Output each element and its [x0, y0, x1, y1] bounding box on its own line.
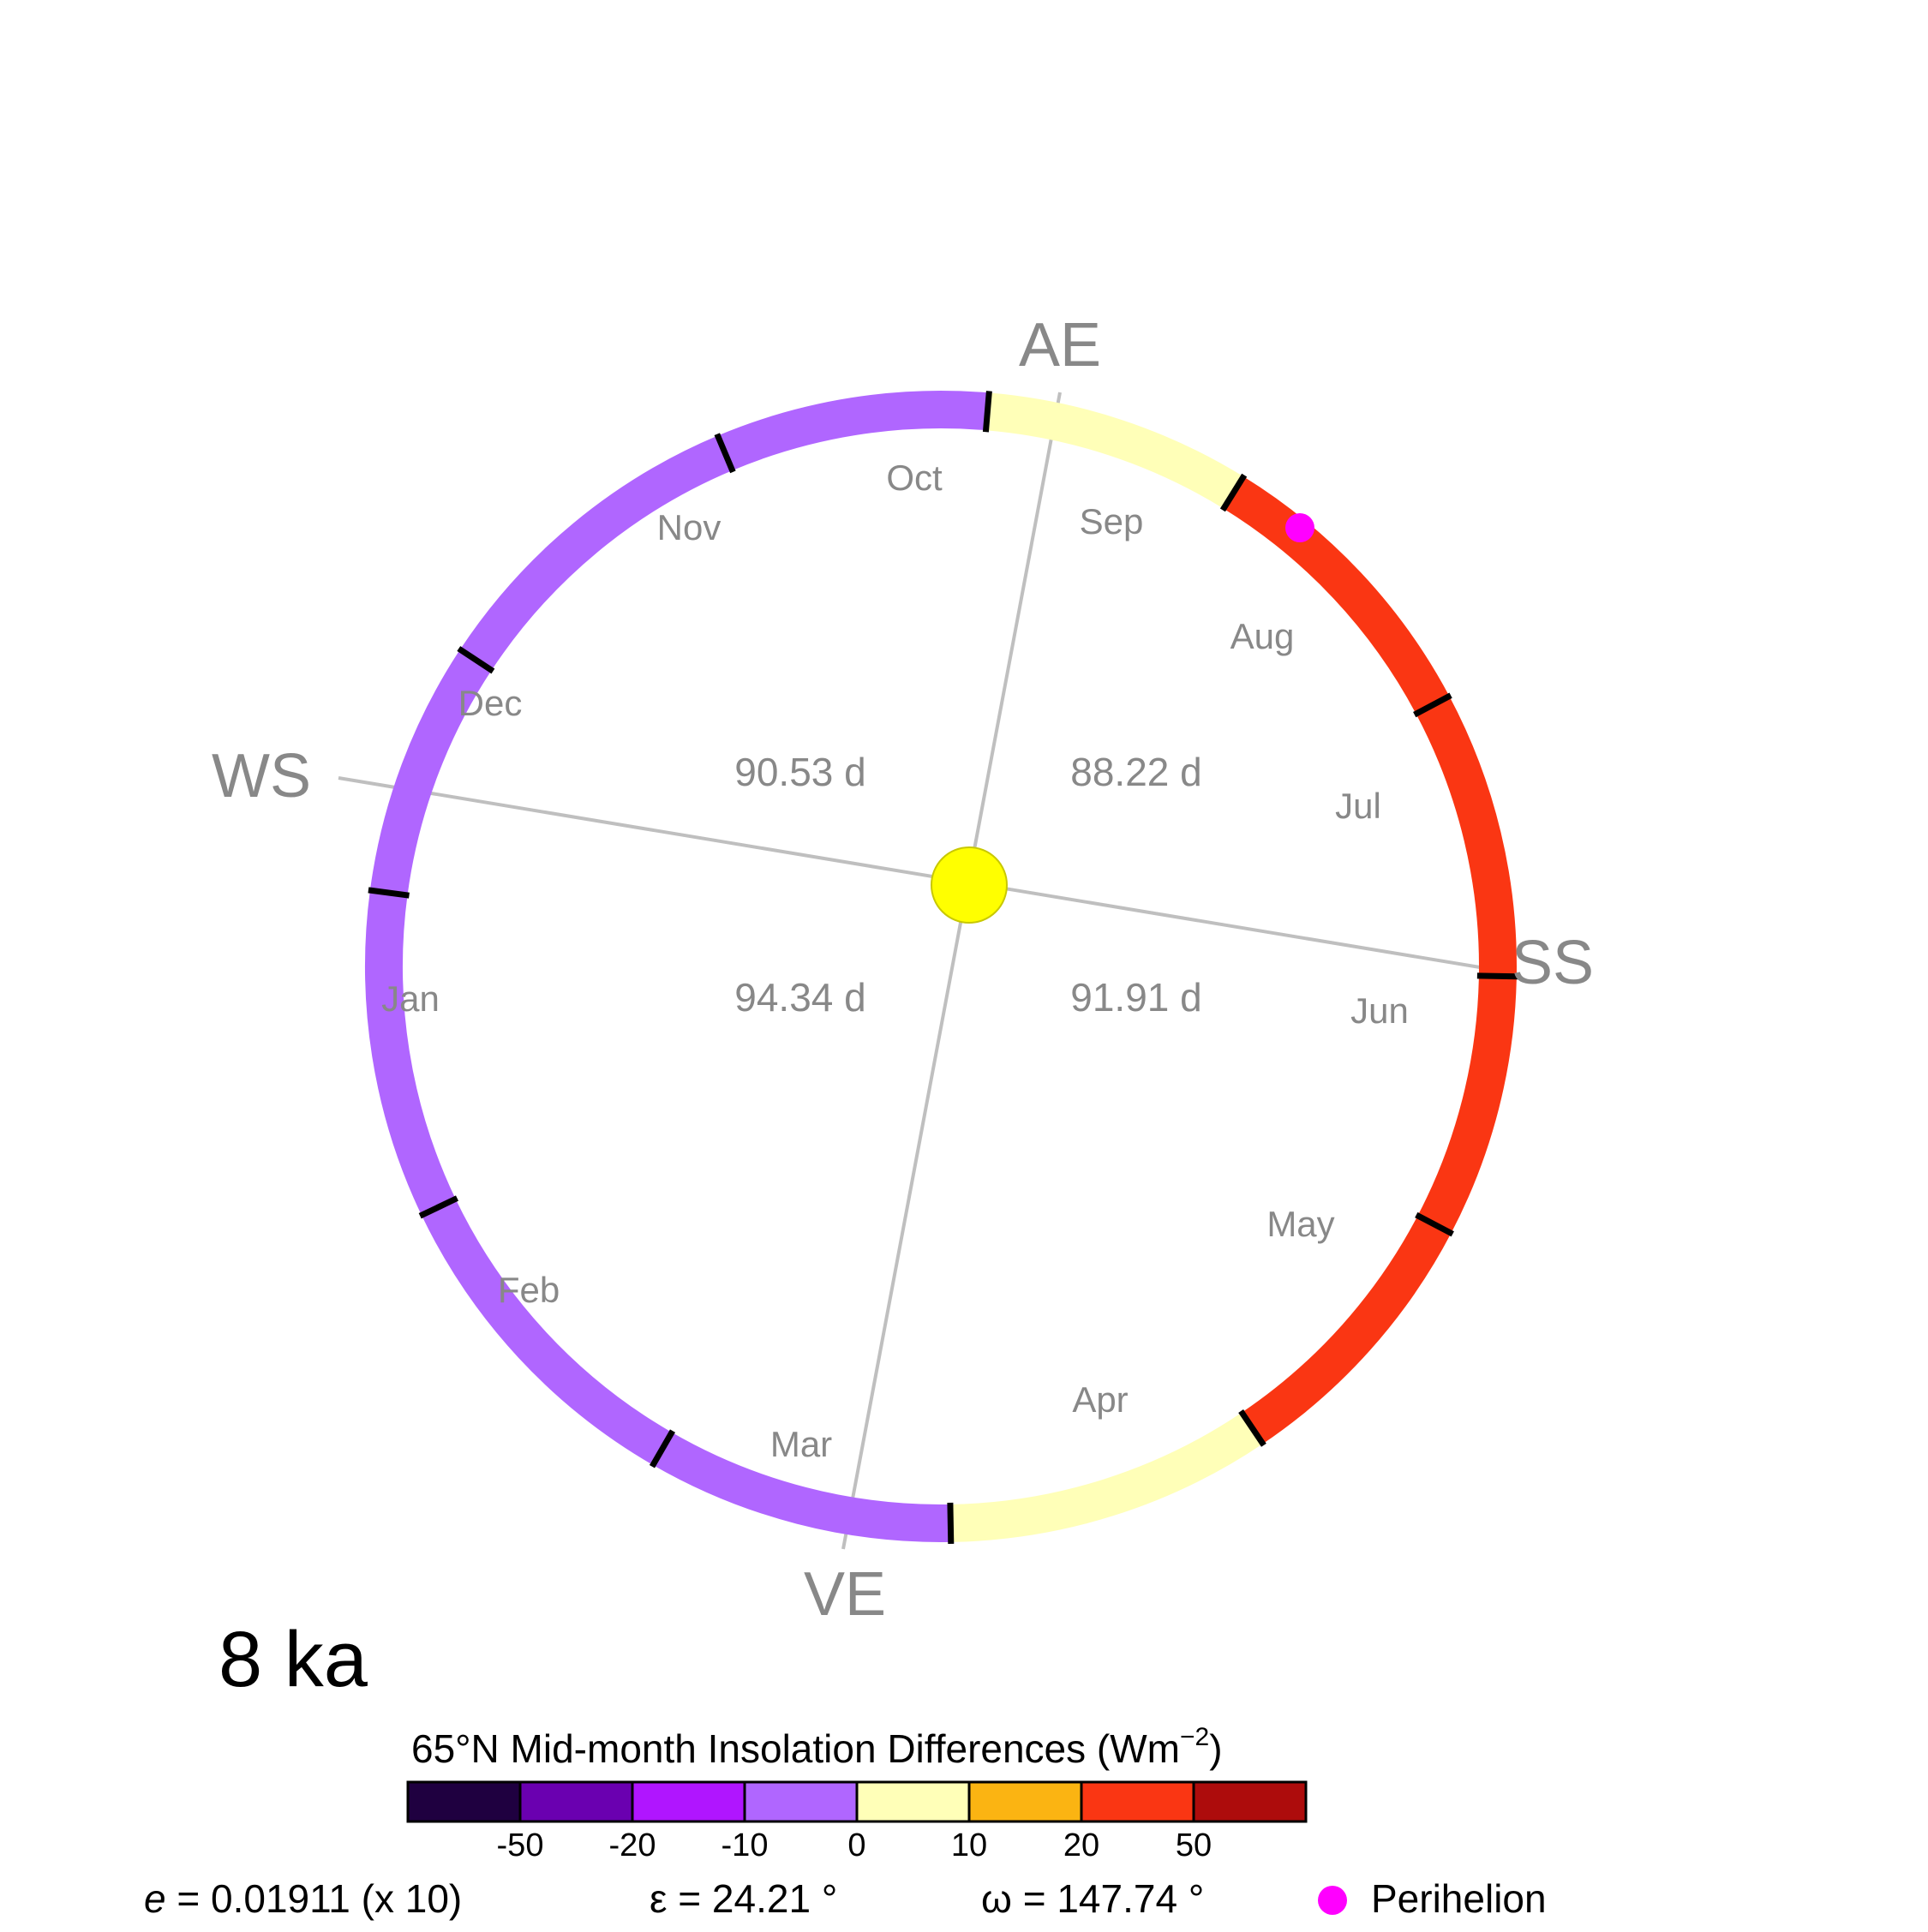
month-arc-jan — [364, 890, 456, 1216]
month-tick-jun — [1415, 1211, 1454, 1237]
month-label-may: May — [1266, 1204, 1334, 1244]
month-tick-nov — [714, 433, 736, 474]
month-tick-dec — [457, 646, 495, 674]
month-arc-nov — [459, 435, 733, 671]
month-tick-sep — [1219, 473, 1248, 512]
autumn-equinox-label: AE — [1019, 311, 1101, 380]
perihelion-marker — [1285, 513, 1314, 542]
season-length-ss-ae: 88.22 d — [1070, 750, 1201, 794]
colorbar-bin-1 — [518, 1780, 634, 1823]
colorbar-tick-label: 50 — [1176, 1827, 1212, 1863]
month-label-sep: Sep — [1080, 501, 1144, 541]
month-label-aug: Aug — [1230, 616, 1295, 656]
month-arc-may — [1242, 1215, 1452, 1445]
month-tick-apr — [947, 1502, 955, 1544]
month-tick-aug — [1413, 692, 1452, 718]
winter-solstice-label: WS — [212, 742, 311, 810]
colorbar-bin-3 — [743, 1780, 859, 1823]
eccentricity-label: e = 0.01911 (x 10) — [144, 1876, 462, 1921]
colorbar-tick-label: 20 — [1063, 1827, 1099, 1863]
ws-ss-axis-line — [338, 776, 1486, 970]
eccentricity-symbol: e — [144, 1876, 166, 1921]
month-label-apr: Apr — [1072, 1379, 1128, 1420]
month-arc-dec — [369, 649, 492, 895]
month-arc-mar — [653, 1432, 951, 1542]
month-arc-oct — [717, 391, 990, 471]
eccentricity-value: = 0.01911 (x 10) — [166, 1876, 463, 1921]
month-tick-oct — [982, 391, 992, 433]
month-label-oct: Oct — [886, 458, 943, 498]
month-label-dec: Dec — [458, 683, 523, 723]
season-length-ve-ss: 91.91 d — [1070, 975, 1201, 1020]
month-tick-mar — [649, 1429, 676, 1468]
colorbar-tick-label: -10 — [722, 1827, 769, 1863]
colorbar-bin-0 — [406, 1780, 522, 1823]
month-arc-sep — [985, 392, 1244, 509]
month-label-jan: Jan — [381, 978, 440, 1019]
colorbar-bin-7 — [1192, 1780, 1308, 1823]
colorbar — [406, 1780, 1308, 1823]
colorbar-bin-5 — [967, 1780, 1083, 1823]
colorbar-bin-6 — [1080, 1780, 1195, 1823]
colorbar-tick-label: 0 — [847, 1827, 865, 1863]
colorbar-title: 65°N Mid-month Insolation Differences (W… — [411, 1723, 1223, 1771]
month-tick-jul — [1476, 972, 1518, 980]
season-length-ws-ve: 94.34 d — [734, 975, 865, 1020]
month-label-jul: Jul — [1335, 786, 1381, 826]
ae-ve-axis-line — [841, 392, 1062, 1550]
month-arc-aug — [1224, 476, 1450, 715]
colorbar-tick-label: -50 — [497, 1827, 544, 1863]
colorbar-tick-labels: -50 -20 -10 0 10 20 50 — [497, 1827, 1212, 1863]
month-arc-apr — [949, 1412, 1263, 1542]
month-separator-ticks — [368, 391, 1518, 1544]
month-tick-may — [1238, 1409, 1266, 1447]
perihelion-legend-dot — [1318, 1886, 1347, 1915]
month-label-jun: Jun — [1350, 990, 1409, 1031]
month-tick-feb — [418, 1195, 459, 1219]
vernal-equinox-label: VE — [804, 1560, 886, 1629]
precession-label: ω = 147.74 ° — [981, 1876, 1204, 1921]
season-length-ae-ws: 90.53 d — [734, 750, 865, 794]
month-label-mar: Mar — [770, 1424, 832, 1464]
colorbar-bin-2 — [631, 1780, 746, 1823]
colorbar-bin-4 — [855, 1780, 971, 1823]
month-label-nov: Nov — [657, 507, 722, 547]
month-label-feb: Feb — [498, 1270, 560, 1310]
sun — [931, 846, 1008, 924]
summer-solstice-label: SS — [1512, 929, 1594, 997]
colorbar-tick-label: 10 — [951, 1827, 987, 1863]
month-tick-jan — [368, 887, 410, 899]
perihelion-legend-label: Perihelion — [1371, 1876, 1547, 1921]
obliquity-label: ε = 24.21 ° — [650, 1876, 837, 1921]
month-arc-jun — [1417, 975, 1517, 1234]
month-arcs — [364, 391, 1517, 1542]
month-arc-jul — [1416, 696, 1517, 977]
colorbar-tick-label: -20 — [609, 1827, 656, 1863]
time-label: 8 ka — [219, 1616, 368, 1703]
colorbar-title-exponent: −2 — [1180, 1723, 1209, 1751]
month-arc-feb — [421, 1199, 673, 1465]
